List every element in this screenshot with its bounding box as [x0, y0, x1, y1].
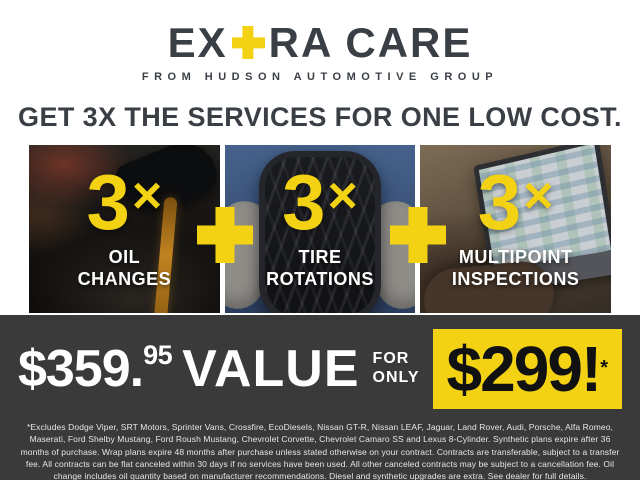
value-amount: $359.	[17, 340, 144, 398]
tire-rotations-overlay: 3× TIRE ROTATIONS	[225, 145, 416, 313]
brand-subtitle: FROM HUDSON AUTOMOTIVE GROUP	[141, 71, 499, 83]
for-only-text: FOR ONLY	[372, 350, 420, 386]
multipoint-inspections-panel: 3× MULTIPOINT INSPECTIONS	[420, 145, 612, 313]
oil-changes-panel: 3× OIL CHANGES	[29, 145, 220, 313]
tire-shape	[259, 151, 381, 313]
headline: GET 3X THE SERVICES FOR ONE LOW COST.	[18, 102, 622, 132]
multiplier-3x: 3×	[86, 158, 163, 246]
oil-changes-overlay: 3× OIL CHANGES	[29, 145, 220, 313]
plus-icon	[390, 207, 446, 263]
value-cents: 95	[143, 340, 173, 370]
price-row: $359.95 VALUE FOR ONLY $299! *	[0, 315, 640, 411]
price-asterisk: *	[600, 357, 609, 379]
tire-rotations-panel: 3× TIRE ROTATIONS	[224, 145, 416, 313]
extra-care-logo: EX RA CARE	[0, 22, 640, 64]
sale-price: $299!	[446, 332, 603, 405]
service-label: TIRE ROTATIONS	[266, 247, 374, 289]
price-box: $299! *	[432, 328, 623, 409]
service-panels: 3× OIL CHANGES 3× TIRE ROTATIONS 3×	[29, 145, 612, 313]
logo-text-suffix: RA CARE	[268, 19, 473, 66]
multiplier-3x: 3×	[282, 158, 358, 246]
multiplier-3x: 3×	[477, 158, 554, 246]
plus-icon	[197, 207, 253, 263]
plus-icon	[232, 26, 265, 59]
brand-header: EX RA CARE FROM HUDSON AUTOMOTIVE GROUP	[0, 22, 640, 84]
service-label: MULTIPOINT INSPECTIONS	[451, 247, 580, 289]
service-label: OIL CHANGES	[77, 247, 172, 289]
multipoint-inspections-overlay: 3× MULTIPOINT INSPECTIONS	[420, 145, 611, 313]
value-word: VALUE	[182, 340, 360, 398]
logo-text-prefix: EX	[167, 19, 228, 66]
tire-photo	[224, 145, 416, 313]
oil-pour-photo	[29, 145, 220, 313]
laptop-inspection-photo	[420, 145, 612, 313]
disclaimer-text: *Excludes Dodge Viper, SRT Motors, Sprin…	[20, 422, 620, 480]
value-text: $359.95 VALUE	[17, 340, 360, 398]
price-band: $359.95 VALUE FOR ONLY $299! * *Excludes D…	[0, 315, 640, 480]
